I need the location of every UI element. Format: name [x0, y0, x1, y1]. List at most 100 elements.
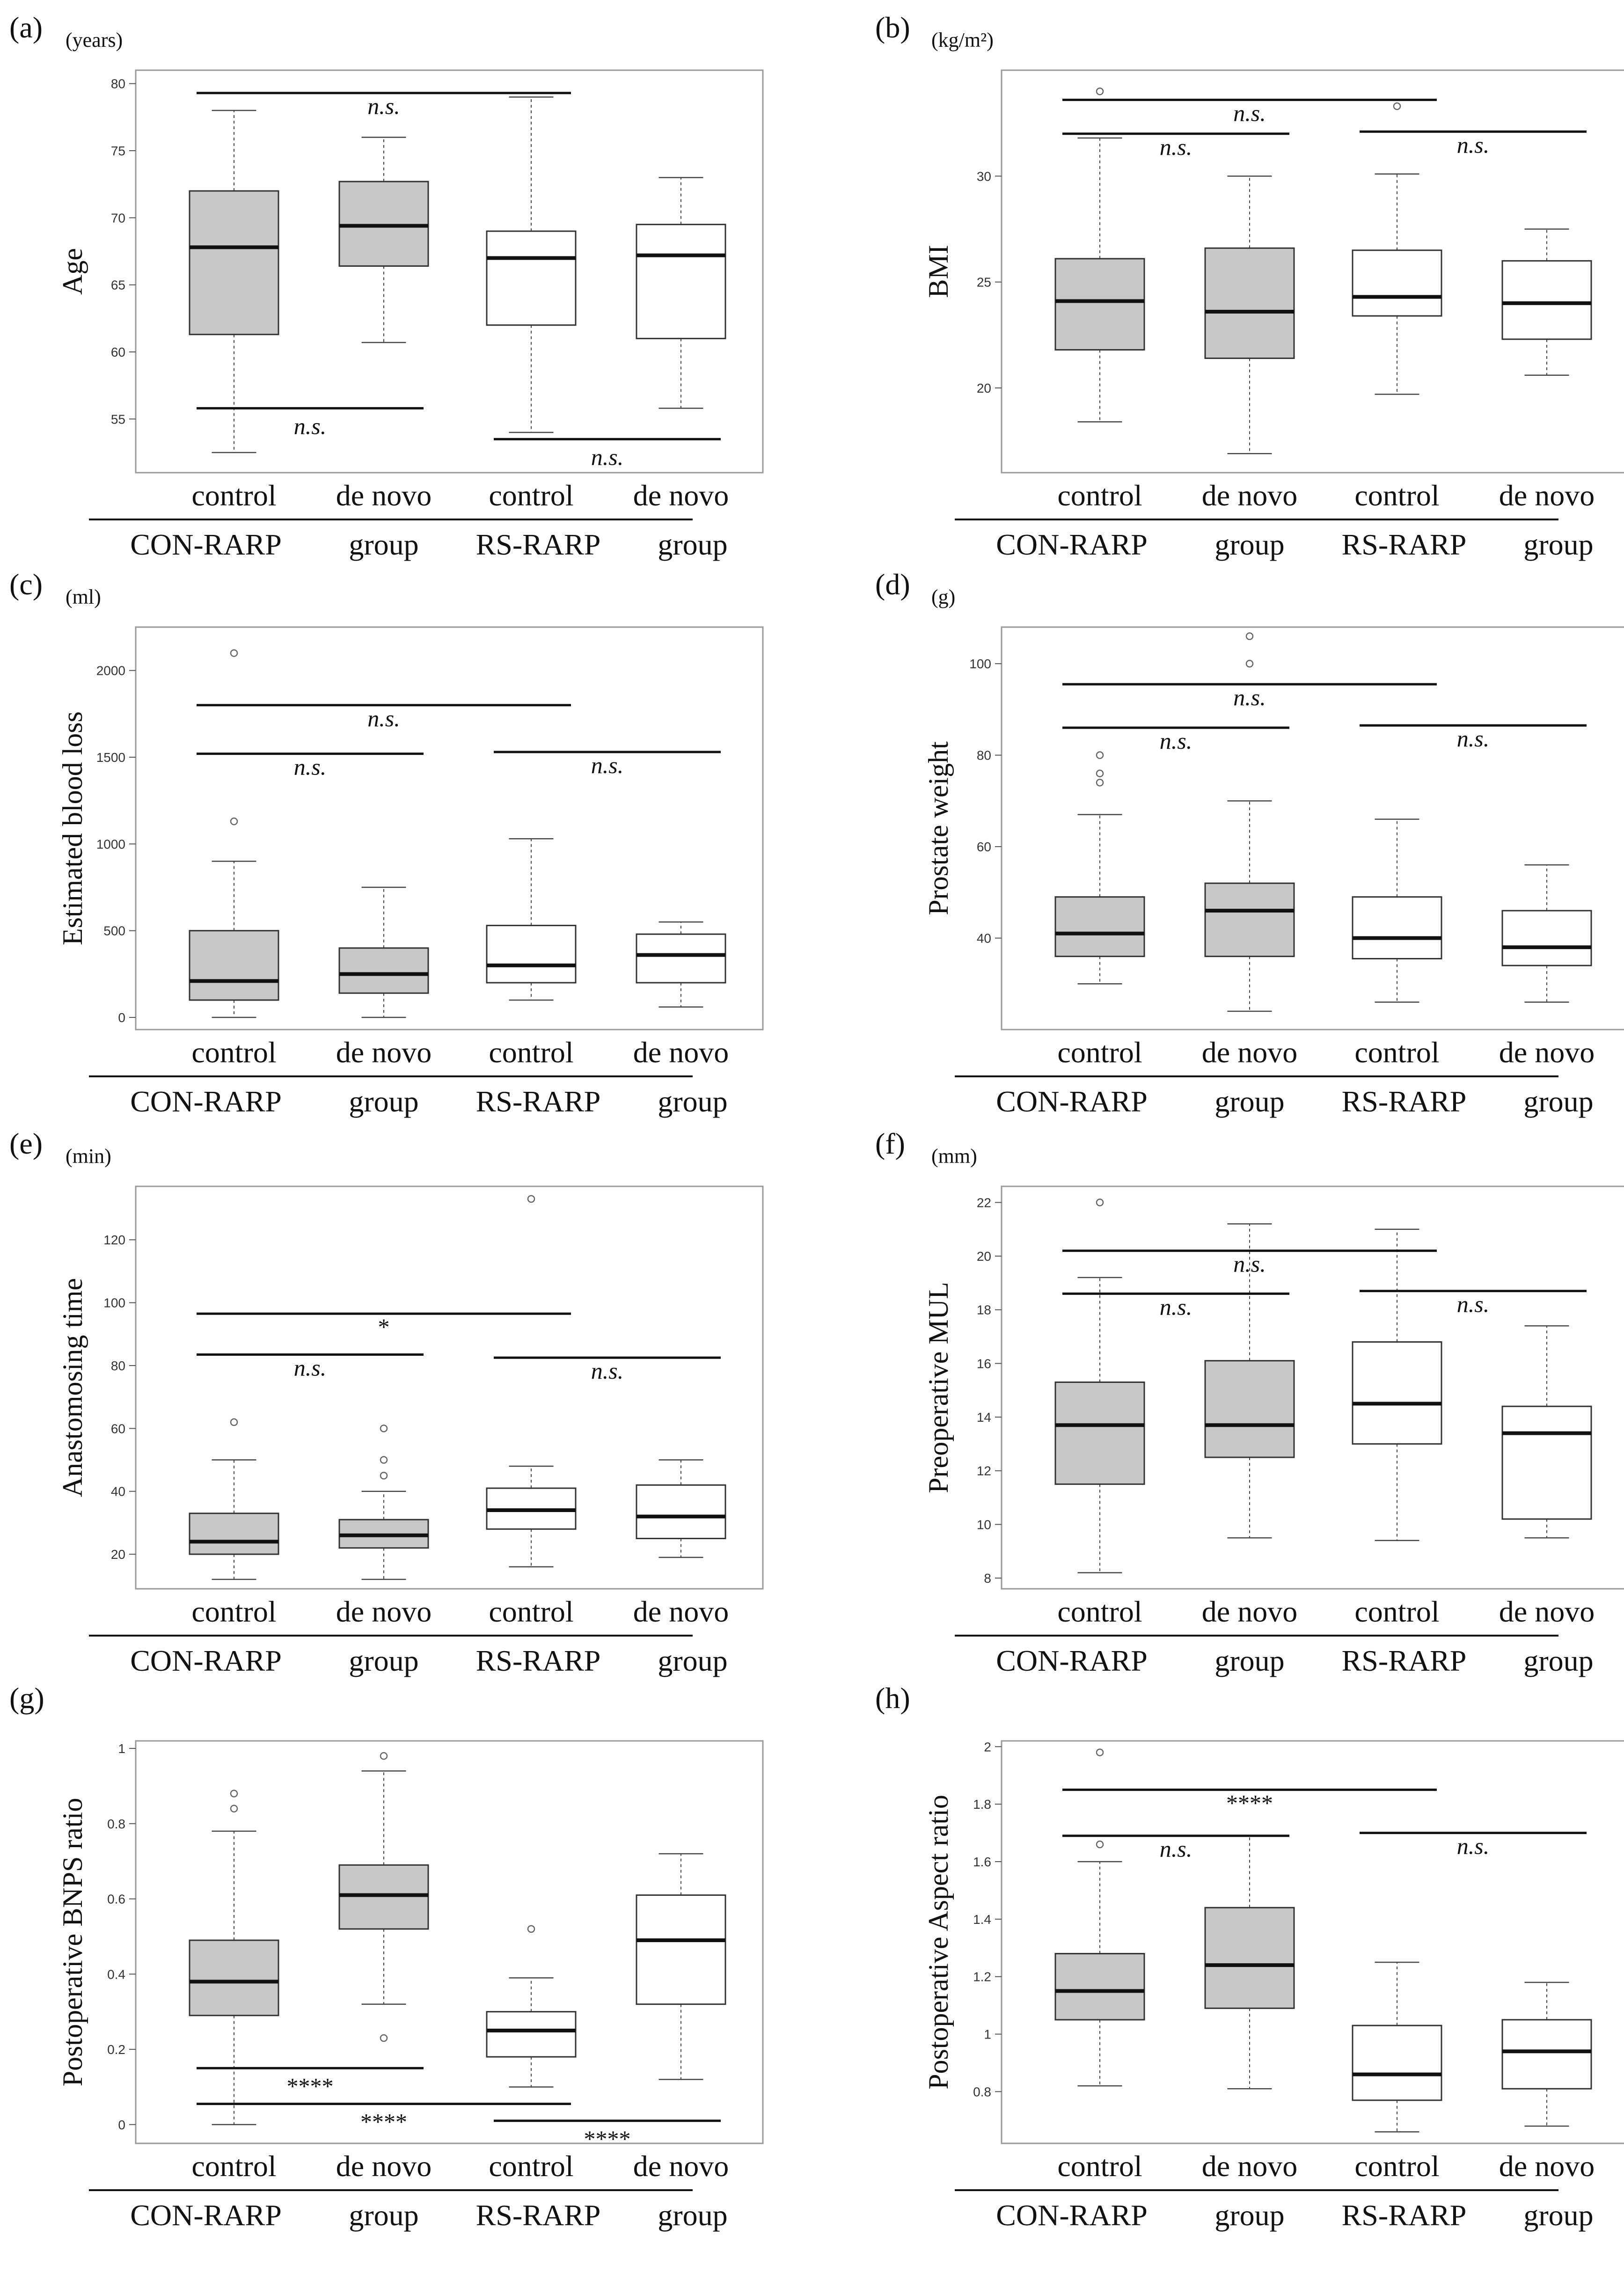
category-label: de novo [336, 479, 432, 512]
group-label: RS-RARP [476, 528, 601, 561]
box-iqr [1054, 258, 1145, 351]
y-tick-label: 14 [977, 1410, 991, 1425]
y-tick-label: 1.6 [973, 1855, 991, 1869]
category-label: de novo [336, 1595, 432, 1628]
outlier-point [527, 1925, 535, 1933]
y-tick-label: 20 [977, 381, 991, 395]
outlier-point [1096, 1199, 1104, 1206]
unit-label: (years) [66, 29, 123, 51]
significance-label: n.s. [591, 1358, 623, 1384]
box-iqr [338, 1864, 429, 1930]
group-label: RS-RARP [1342, 1644, 1467, 1677]
y-tick-label: 0.6 [107, 1892, 125, 1907]
box-iqr [338, 947, 429, 994]
box-iqr [189, 1513, 279, 1555]
group-label: group [1523, 528, 1593, 561]
outlier-point [380, 1425, 388, 1433]
box [338, 137, 429, 344]
box-iqr [1204, 882, 1295, 957]
box-iqr [636, 933, 726, 984]
y-tick-label: 0.4 [107, 1967, 125, 1981]
y-tick-label: 500 [103, 924, 125, 938]
y-tick-label: 65 [111, 278, 125, 292]
group-label: group [349, 2199, 418, 2232]
group-label: group [658, 1085, 727, 1118]
panel-label: (d) [875, 568, 910, 601]
category-label: control [1057, 1036, 1142, 1069]
y-tick-label: 1 [984, 2027, 991, 2042]
category-label: de novo [1202, 1036, 1297, 1069]
category-label: control [191, 479, 276, 512]
significance-label: n.s. [591, 444, 623, 470]
outlier-point [230, 1418, 238, 1426]
group-label: CON-RARP [130, 528, 282, 561]
group-label: group [1523, 2199, 1593, 2232]
panel-e: (e) (min) Anastomosing time 20 40 60 80 100 120 *… [9, 1127, 764, 1677]
box [636, 1853, 726, 2080]
outlier-point [1096, 751, 1104, 759]
box-iqr [636, 1894, 726, 2005]
panel-a: (a) (years) Age 55 60 65 70 75 80 n.s. n.s. n.s. con… [9, 11, 764, 561]
plot-frame [135, 1740, 764, 2144]
box-iqr [636, 224, 726, 339]
outlier-point [380, 1456, 388, 1464]
group-label: group [1214, 1644, 1284, 1677]
y-tick-label: 0 [118, 1010, 125, 1025]
group-label: group [349, 1644, 418, 1677]
box [1054, 88, 1145, 423]
box [1204, 1223, 1295, 1539]
y-axis-label: Age [57, 248, 88, 295]
category-label: control [1057, 2149, 1142, 2183]
outlier-point [1096, 1748, 1104, 1756]
outlier-point [230, 1805, 238, 1813]
box [189, 110, 279, 453]
box-iqr [1204, 1907, 1295, 2009]
group-label: group [1214, 528, 1284, 561]
group-label: group [658, 528, 727, 561]
box-iqr [1352, 1341, 1442, 1445]
box-iqr [486, 230, 577, 326]
group-label: group [658, 1644, 727, 1677]
y-axis-label: Anastomosing time [57, 1278, 88, 1497]
category-label: de novo [1499, 479, 1595, 512]
box [1204, 1835, 1295, 2090]
y-tick-label: 25 [977, 275, 991, 290]
significance-label: **** [1226, 1790, 1273, 1816]
category-label: de novo [1499, 2149, 1595, 2183]
box [1204, 175, 1295, 454]
category-label: control [489, 479, 573, 512]
box [189, 1418, 279, 1580]
box [1501, 228, 1592, 376]
panel-d: (d) (g) Prostate weight 40 60 80 100 n.s. n.s. n.… [875, 568, 1624, 1118]
category-label: control [1354, 1036, 1439, 1069]
outlier-point [380, 2034, 388, 2042]
category-label: de novo [1499, 1036, 1595, 1069]
category-label: control [191, 2149, 276, 2183]
significance-label: **** [360, 2109, 407, 2135]
y-tick-label: 60 [111, 1421, 125, 1436]
category-label: control [489, 1036, 573, 1069]
category-label: de novo [633, 1036, 729, 1069]
panel-label: (h) [875, 1681, 910, 1715]
box [1054, 751, 1145, 985]
y-tick-label: 70 [111, 211, 125, 225]
unit-label: (g) [931, 585, 955, 608]
group-label: group [1214, 1085, 1284, 1118]
box [1054, 1199, 1145, 1573]
category-label: de novo [1202, 2149, 1297, 2183]
box [1204, 632, 1295, 1012]
category-label: de novo [633, 1595, 729, 1628]
significance-label: **** [287, 2073, 334, 2099]
y-tick-label: 20 [977, 1249, 991, 1264]
group-label: group [349, 1085, 418, 1118]
y-tick-label: 2000 [96, 664, 125, 678]
panel-g: (g) Postoperative BNPS ratio 0 0.2 0.4 0.6 0.8… [9, 1681, 764, 2232]
outlier-point [380, 1471, 388, 1480]
y-tick-label: 1500 [96, 750, 125, 765]
significance-label: n.s. [1233, 684, 1266, 710]
y-tick-label: 22 [977, 1195, 991, 1210]
plot-frame [1001, 626, 1624, 1031]
y-tick-label: 2 [984, 1739, 991, 1754]
group-label: RS-RARP [476, 2199, 601, 2232]
